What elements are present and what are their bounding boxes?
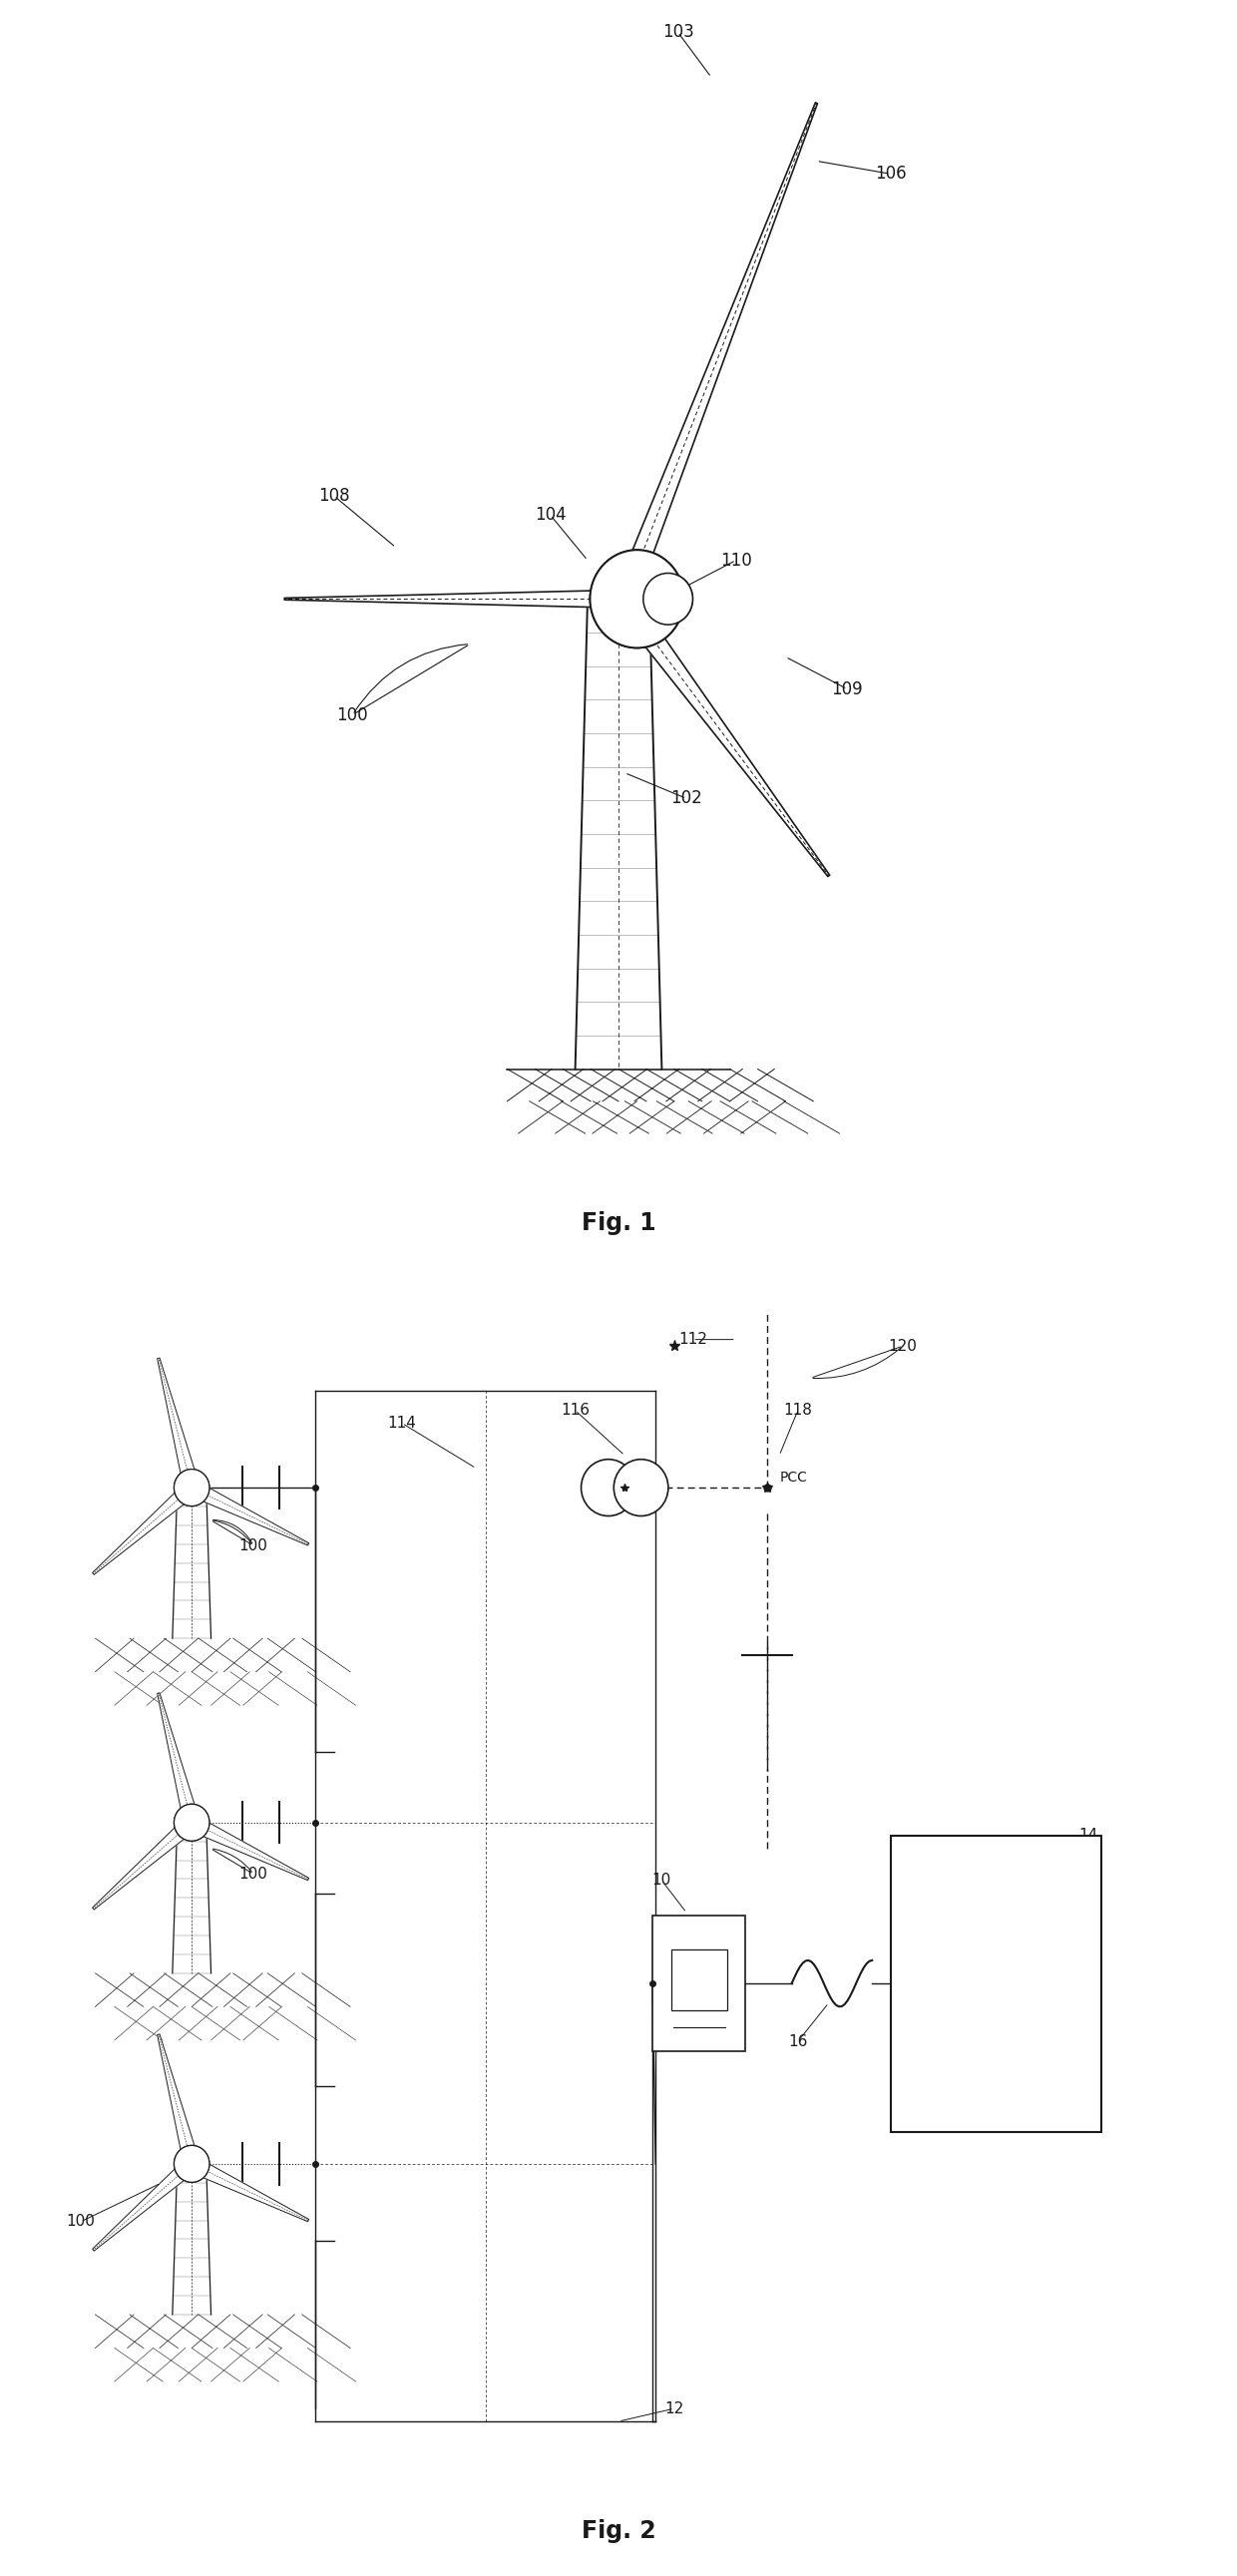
Text: PCC: PCC (779, 1471, 807, 1484)
Text: 10: 10 (652, 1873, 672, 1888)
Text: 114: 114 (387, 1417, 417, 1430)
Circle shape (174, 2146, 209, 2182)
Bar (891, 1834, 1101, 2133)
Circle shape (614, 1458, 668, 1515)
Text: 104: 104 (534, 507, 567, 523)
Text: 12: 12 (664, 2401, 684, 2416)
Polygon shape (157, 2035, 199, 2166)
Text: Fig. 1: Fig. 1 (581, 1211, 656, 1236)
Circle shape (643, 572, 693, 623)
Polygon shape (157, 1358, 199, 1489)
Text: 116: 116 (560, 1404, 590, 1417)
Text: 16: 16 (788, 2035, 808, 2048)
Text: 112: 112 (678, 1332, 708, 1347)
Polygon shape (615, 103, 818, 603)
Polygon shape (188, 1481, 309, 1546)
Polygon shape (188, 2156, 309, 2221)
Polygon shape (93, 1816, 197, 1909)
Text: 100: 100 (336, 706, 369, 724)
Circle shape (174, 1468, 209, 1507)
Text: 102: 102 (670, 791, 703, 806)
Polygon shape (285, 590, 625, 608)
Text: 100: 100 (239, 1868, 268, 1880)
Bar (653, 1917, 745, 2050)
Circle shape (590, 551, 684, 647)
Text: 100: 100 (239, 1538, 268, 1553)
Circle shape (643, 572, 693, 623)
Text: 110: 110 (720, 551, 752, 569)
Polygon shape (157, 1692, 199, 1824)
Circle shape (174, 1803, 209, 1842)
Text: Fig. 2: Fig. 2 (581, 2519, 656, 2543)
Polygon shape (188, 1816, 309, 1880)
Text: 100: 100 (66, 2215, 95, 2228)
Text: 118: 118 (783, 1404, 813, 1417)
Polygon shape (93, 2159, 197, 2251)
Text: 108: 108 (318, 487, 350, 505)
Text: 14: 14 (1079, 1829, 1098, 1842)
Circle shape (174, 2146, 209, 2182)
Polygon shape (628, 611, 830, 876)
Text: 109: 109 (831, 680, 863, 698)
Polygon shape (93, 1481, 197, 1574)
Circle shape (581, 1458, 636, 1515)
Bar (670, 1950, 727, 2009)
Circle shape (590, 551, 684, 647)
Text: 103: 103 (662, 23, 694, 41)
Text: 120: 120 (888, 1340, 918, 1352)
Circle shape (174, 1803, 209, 1842)
Circle shape (174, 1468, 209, 1507)
Text: 106: 106 (875, 165, 907, 183)
